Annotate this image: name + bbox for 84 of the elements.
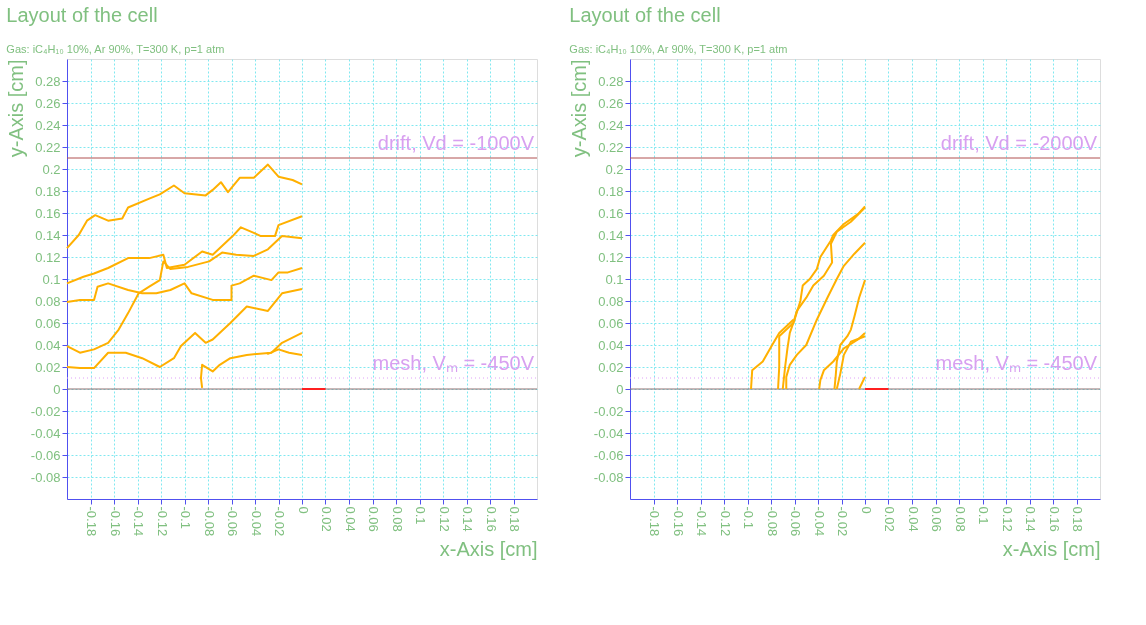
y-tick-label: 0	[616, 381, 624, 397]
y-tick-label: 0.22	[598, 139, 624, 155]
x-axis-title: x-Axis [cm]	[1002, 538, 1101, 561]
x-tick-label: -0.02	[835, 506, 850, 537]
y-tick-label: -0.06	[593, 447, 624, 463]
y-tick-label: -0.02	[30, 403, 61, 419]
y-tick-label: 0.12	[35, 249, 61, 265]
x-tick-label: -0.08	[201, 506, 217, 537]
y-tick-label: 0.26	[35, 95, 61, 111]
y-tick-label: -0.08	[30, 469, 61, 485]
x-tick-label: 0.16	[1046, 506, 1062, 532]
x-tick-label: 0.04	[342, 506, 358, 532]
y-tick-label: 0.2	[42, 161, 61, 177]
x-tick-label: 0.04	[905, 506, 921, 532]
x-tick-label: 0.12	[999, 506, 1015, 532]
y-tick-label: 0.06	[598, 315, 624, 331]
y-tick-label: 0.08	[598, 293, 624, 309]
x-tick-label: -0.12	[717, 506, 733, 537]
chart-title: Layout of the cell	[6, 4, 158, 26]
y-tick-label: 0.18	[35, 183, 61, 199]
y-tick-label: 0.28	[35, 73, 61, 89]
y-tick-label: 0.28	[598, 73, 624, 89]
y-tick-label: -0.02	[593, 403, 624, 419]
x-axis-title: x-Axis [cm]	[439, 538, 538, 561]
x-tick-label: 0	[858, 506, 874, 514]
x-tick-label: 0.06	[929, 506, 944, 532]
y-tick-label: -0.04	[593, 425, 624, 441]
x-tick-label: 0.12	[436, 506, 452, 532]
x-tick-label: 0.02	[319, 506, 334, 532]
x-tick-label: -0.16	[107, 506, 123, 537]
y-tick-label: -0.06	[30, 447, 61, 463]
x-tick-label: -0.18	[84, 506, 99, 537]
y-tick-label: 0.24	[598, 117, 624, 133]
x-tick-label: -0.04	[248, 506, 264, 537]
y-tick-label: 0.14	[35, 227, 61, 243]
y-tick-label: 0.18	[598, 183, 624, 199]
x-tick-label: -0.14	[694, 506, 709, 537]
y-tick-label: 0.12	[598, 249, 624, 265]
x-tick-label: -0.18	[647, 506, 662, 537]
x-tick-label: 0.08	[952, 506, 968, 532]
x-tick-label: 0.14	[1023, 506, 1038, 532]
x-tick-label: -0.08	[764, 506, 780, 537]
chart-subtitle: Gas: iC₄H₁₀ 10%, Ar 90%, T=300 K, p=1 atm	[569, 43, 788, 55]
y-axis-title: y-Axis [cm]	[567, 59, 590, 158]
x-tick-label: -0.06	[788, 506, 803, 537]
chart-title: Layout of the cell	[569, 4, 721, 26]
y-tick-label: 0.02	[35, 359, 61, 375]
y-tick-label: 0.08	[35, 293, 61, 309]
y-tick-label: 0.04	[598, 337, 624, 353]
y-tick-label: 0.06	[35, 315, 61, 331]
x-tick-label: -0.02	[272, 506, 287, 537]
x-tick-label: -0.12	[154, 506, 170, 537]
y-tick-label: 0.26	[598, 95, 624, 111]
y-tick-label: 0.24	[35, 117, 61, 133]
chart-subtitle: Gas: iC₄H₁₀ 10%, Ar 90%, T=300 K, p=1 atm	[6, 43, 225, 55]
x-tick-label: 0.16	[483, 506, 499, 532]
x-tick-label: -0.1	[741, 506, 756, 529]
y-tick-label: -0.04	[30, 425, 61, 441]
y-tick-label: 0.04	[35, 337, 61, 353]
x-tick-label: -0.16	[670, 506, 686, 537]
x-tick-label: 0.18	[1070, 506, 1085, 532]
x-tick-label: 0.08	[389, 506, 405, 532]
y-tick-label: 0.1	[605, 271, 624, 287]
x-tick-label: 0.1	[413, 506, 428, 525]
x-tick-label: -0.04	[811, 506, 827, 537]
x-tick-label: 0.1	[976, 506, 991, 525]
y-tick-label: 0.16	[598, 205, 624, 221]
x-tick-label: 0	[295, 506, 311, 514]
y-axis-title: y-Axis [cm]	[4, 59, 27, 158]
y-tick-label: 0	[53, 381, 61, 397]
x-tick-label: 0.14	[460, 506, 475, 532]
x-tick-label: -0.14	[131, 506, 146, 537]
y-tick-label: 0.16	[35, 205, 61, 221]
x-tick-label: 0.02	[882, 506, 897, 532]
y-tick-label: 0.22	[35, 139, 61, 155]
y-tick-label: 0.14	[598, 227, 624, 243]
x-tick-label: 0.06	[366, 506, 381, 532]
x-tick-label: 0.18	[507, 506, 522, 532]
x-tick-label: -0.1	[178, 506, 193, 529]
x-tick-label: -0.06	[225, 506, 240, 537]
y-tick-label: 0.02	[598, 359, 624, 375]
y-tick-label: 0.1	[42, 271, 61, 287]
y-tick-label: -0.08	[593, 469, 624, 485]
y-tick-label: 0.2	[605, 161, 624, 177]
